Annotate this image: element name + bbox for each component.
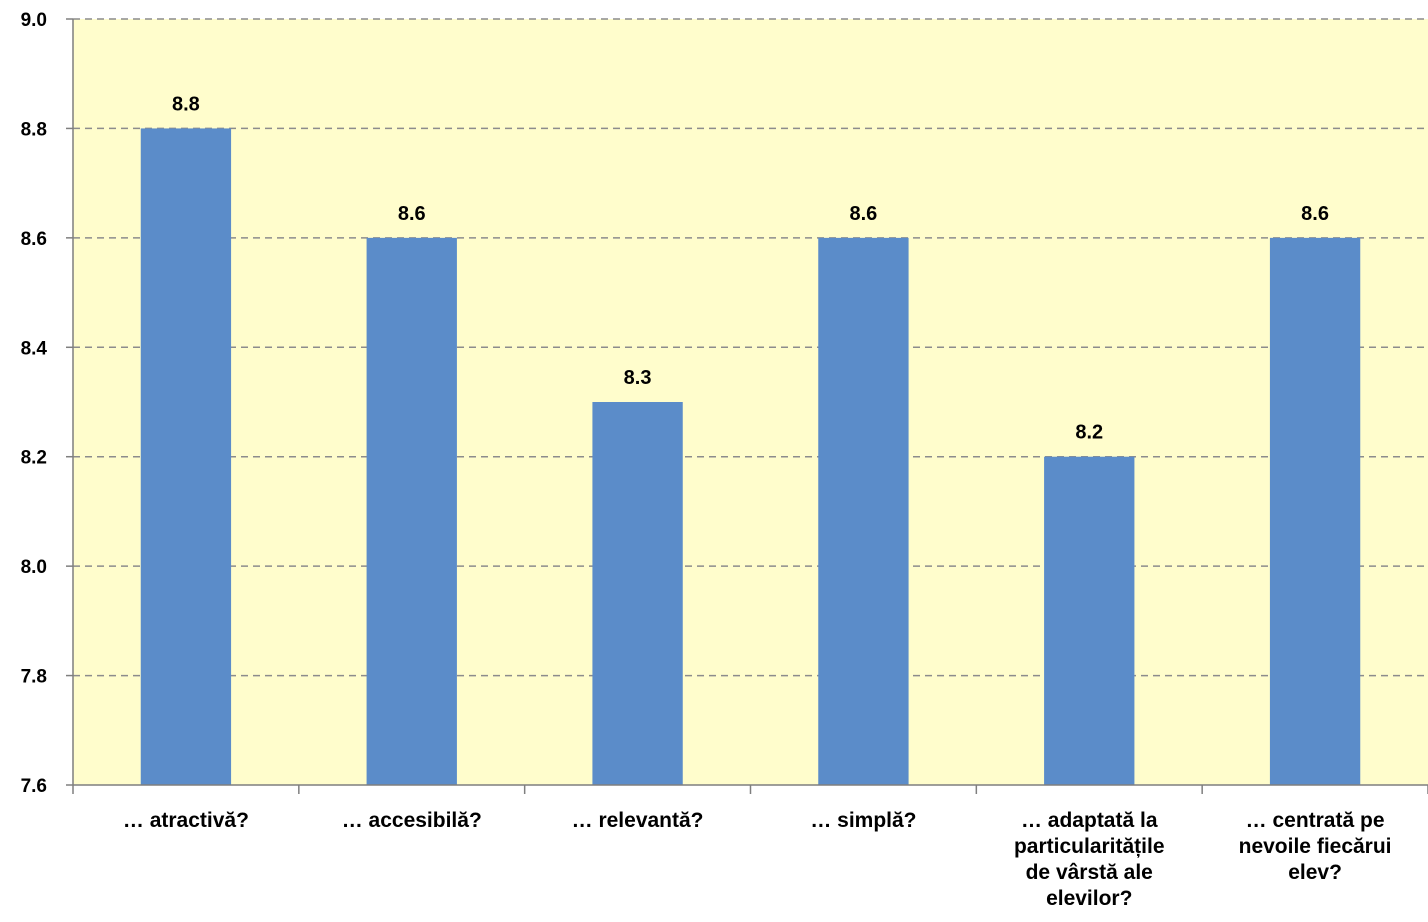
category-label-line: particularitățile xyxy=(1014,835,1165,858)
data-label: 8.2 xyxy=(1075,422,1103,444)
category-label-line: … simplă? xyxy=(810,809,916,832)
category-label-line: elev? xyxy=(1288,861,1342,884)
category-label: … simplă? xyxy=(810,809,916,832)
category-label: … accesibilă? xyxy=(342,809,482,832)
gridlines xyxy=(73,18,1428,677)
bar xyxy=(1269,237,1361,785)
bars xyxy=(140,128,1361,785)
category-label: … atractivă? xyxy=(123,809,249,832)
category-label-line: … relevantă? xyxy=(572,809,704,832)
category-label: … adaptată la particularitățile de vârstă … xyxy=(1014,809,1165,910)
bar xyxy=(592,402,683,785)
category-label-line: … adaptată la xyxy=(1021,809,1158,832)
category-label-line: … centrată pe xyxy=(1246,809,1385,832)
y-tick-label: 8.4 xyxy=(21,338,48,359)
bar xyxy=(1044,456,1135,785)
bar xyxy=(140,128,232,785)
y-tick-label: 7.8 xyxy=(21,667,47,688)
y-tick-label: 8.8 xyxy=(21,119,47,140)
category-label-line: nevoile fiecărui xyxy=(1239,835,1392,858)
category-label-line: de vârstă ale xyxy=(1026,861,1153,884)
category-label: … relevantă? xyxy=(572,809,704,832)
data-label: 8.8 xyxy=(172,93,200,115)
category-label-line: … accesibilă? xyxy=(342,809,482,832)
labels: 7.6 7.8 8.0 8.2 8.4 8.6 8.8 9.0 8.8 … atractivă? 8… xyxy=(21,10,1392,910)
data-label: 8.6 xyxy=(850,203,878,225)
y-tick-label: 8.6 xyxy=(21,229,47,250)
y-tick-label: 8.2 xyxy=(21,448,47,469)
axes xyxy=(66,18,1428,794)
category-label-line: elevilor? xyxy=(1046,887,1132,910)
data-label: 8.3 xyxy=(624,367,652,389)
category-label: … centrată pe nevoile fiecărui elev? xyxy=(1239,809,1392,884)
y-tick-label: 8.0 xyxy=(21,557,47,578)
y-tick-label: 7.6 xyxy=(21,776,47,797)
y-tick-label: 9.0 xyxy=(21,10,47,31)
data-label: 8.6 xyxy=(398,203,426,225)
category-label-line: … atractivă? xyxy=(123,809,249,832)
data-label: 8.6 xyxy=(1301,203,1329,225)
plot-area xyxy=(73,19,1428,785)
bar xyxy=(366,237,457,785)
bar xyxy=(818,237,909,785)
